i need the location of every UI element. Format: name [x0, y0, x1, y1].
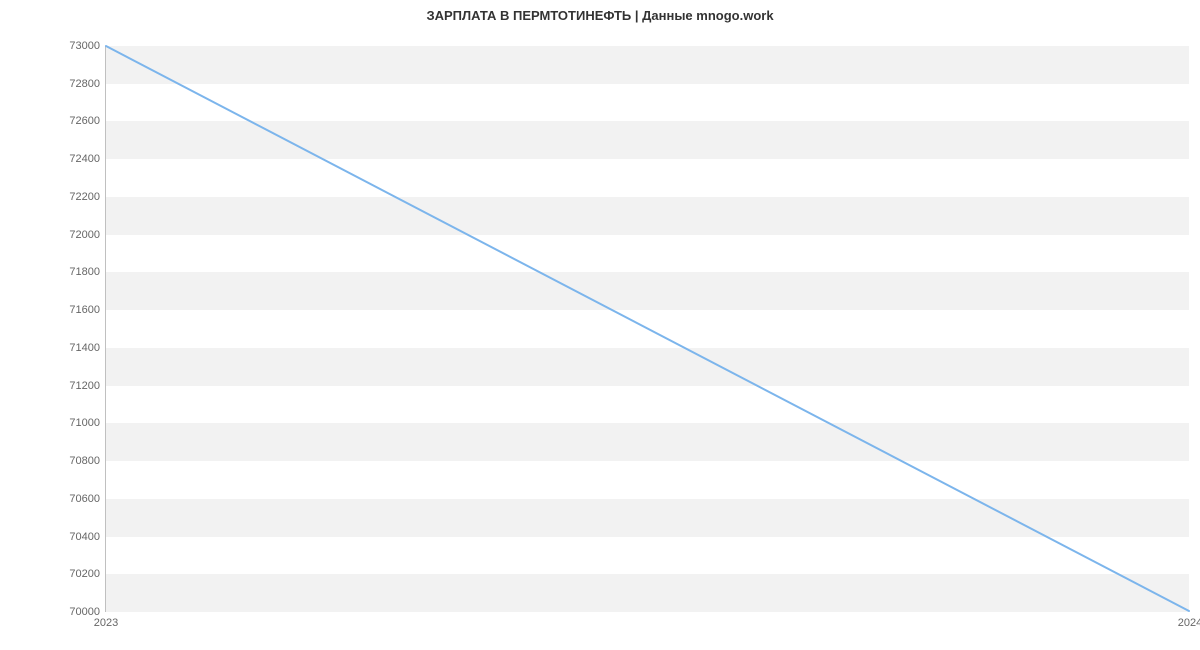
y-tick-label: 71000 [69, 417, 100, 429]
x-tick-label: 2024 [1178, 617, 1200, 629]
y-tick-label: 72400 [69, 153, 100, 165]
y-tick-label: 71600 [69, 304, 100, 316]
chart-title: ЗАРПЛАТА В ПЕРМТОТИНЕФТЬ | Данные mnogo.… [0, 8, 1200, 23]
y-tick-label: 70200 [69, 568, 100, 580]
y-tick-label: 72600 [69, 115, 100, 127]
y-tick-label: 70400 [69, 531, 100, 543]
y-tick-label: 73000 [69, 40, 100, 52]
y-tick-label: 71400 [69, 342, 100, 354]
y-tick-label: 72200 [69, 191, 100, 203]
y-tick-label: 70600 [69, 493, 100, 505]
plot-area: 7000070200704007060070800710007120071400… [105, 46, 1189, 612]
y-tick-label: 72000 [69, 229, 100, 241]
y-tick-label: 71200 [69, 380, 100, 392]
y-tick-label: 71800 [69, 266, 100, 278]
y-tick-label: 70800 [69, 455, 100, 467]
y-tick-label: 72800 [69, 78, 100, 90]
x-tick-label: 2023 [94, 617, 118, 629]
salary-chart: ЗАРПЛАТА В ПЕРМТОТИНЕФТЬ | Данные mnogo.… [0, 0, 1200, 650]
line-series [106, 46, 1189, 611]
